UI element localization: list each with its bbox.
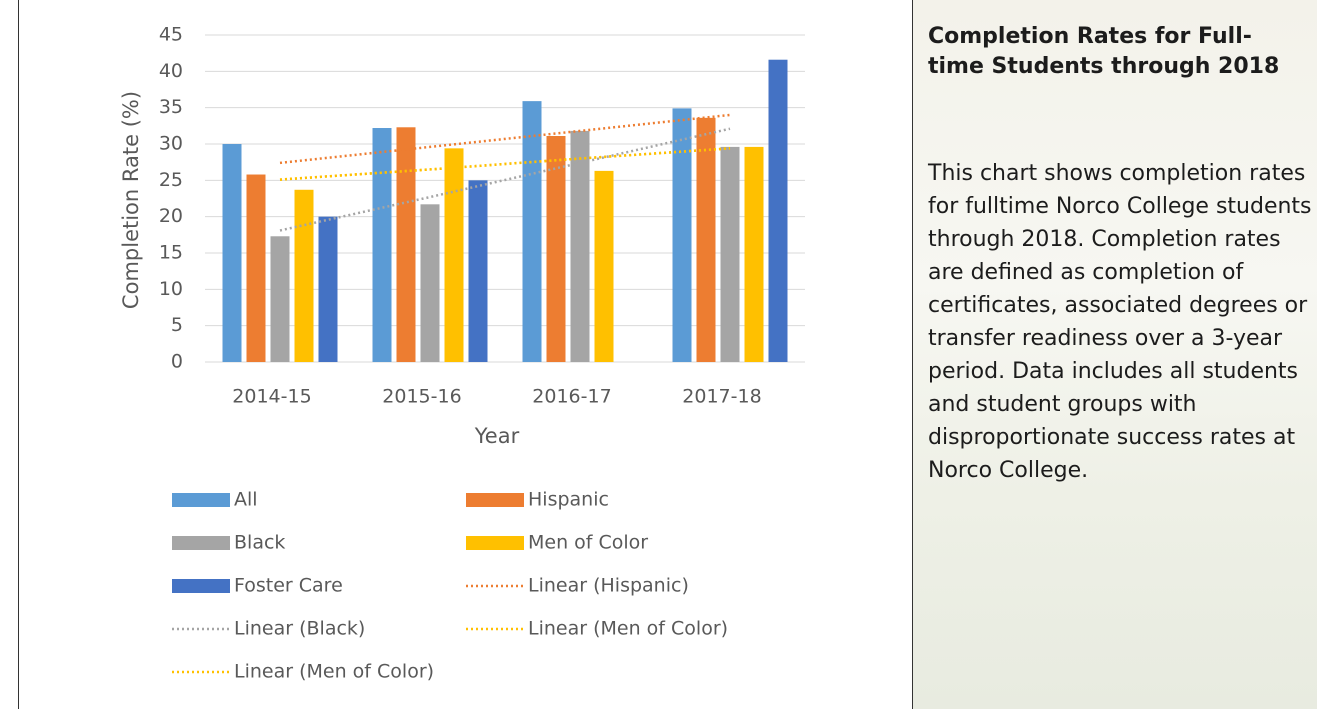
legend-label: Black — [234, 532, 285, 554]
y-axis-title: Completion Rate (%) — [119, 91, 143, 309]
y-tick-label: 20 — [159, 205, 183, 227]
bar — [768, 59, 788, 362]
bar — [468, 180, 488, 362]
y-tick-label: 30 — [159, 133, 183, 155]
legend-swatch — [172, 493, 230, 507]
bar — [372, 128, 392, 362]
bar — [594, 170, 614, 362]
bar — [546, 136, 566, 362]
legend-swatch — [172, 579, 230, 593]
bar — [522, 101, 542, 363]
bar — [270, 236, 290, 362]
legend-label: Linear (Hispanic) — [528, 575, 689, 597]
trendline — [279, 113, 731, 165]
bar — [570, 130, 590, 362]
legend-swatch — [466, 536, 524, 550]
bar — [744, 146, 764, 362]
legend-label: Linear (Men of Color) — [234, 661, 434, 683]
y-tick-label: 40 — [159, 60, 183, 82]
legend-swatch — [172, 536, 230, 550]
legend-label: Linear (Men of Color) — [528, 618, 728, 640]
y-tick-label: 35 — [159, 96, 183, 118]
x-axis-title: Year — [474, 424, 520, 448]
x-tick-label: 2014-15 — [232, 386, 311, 408]
bar — [444, 148, 464, 362]
bar — [396, 127, 416, 362]
y-tick-label: 5 — [171, 314, 183, 336]
bar — [222, 144, 242, 362]
bar — [294, 189, 314, 362]
x-tick-label: 2017-18 — [682, 386, 761, 408]
legend-label: Foster Care — [234, 575, 343, 597]
legend-label: Men of Color — [528, 532, 648, 554]
panel-body: This chart shows completion rates for fu… — [928, 161, 1312, 483]
bar — [696, 117, 716, 362]
bar — [318, 216, 338, 362]
legend-swatch — [466, 493, 524, 507]
bar — [246, 174, 266, 362]
chart: Completion Rate (%) Year 0 5 10 15 20 25 30 35 4… — [18, 0, 913, 709]
y-tick-label: 45 — [159, 24, 183, 46]
panel-title: Completion Rates for Full-time Students … — [928, 24, 1280, 79]
legend-label: Linear (Black) — [234, 618, 365, 640]
side-panel: Completion Rates for Full-time Students … — [913, 0, 1317, 709]
y-tick-label: 15 — [159, 242, 183, 264]
x-tick-label: 2016-17 — [532, 386, 611, 408]
legend-label: Hispanic — [528, 489, 609, 511]
legend-label: All — [234, 489, 258, 511]
y-tick-label: 25 — [159, 169, 183, 191]
bar — [420, 204, 440, 362]
bar — [672, 108, 692, 362]
trendline — [279, 147, 731, 181]
y-tick-label: 0 — [171, 351, 183, 373]
y-tick-label: 10 — [159, 278, 183, 300]
x-tick-label: 2015-16 — [382, 386, 461, 408]
trendline — [279, 127, 731, 232]
bar — [720, 146, 740, 362]
